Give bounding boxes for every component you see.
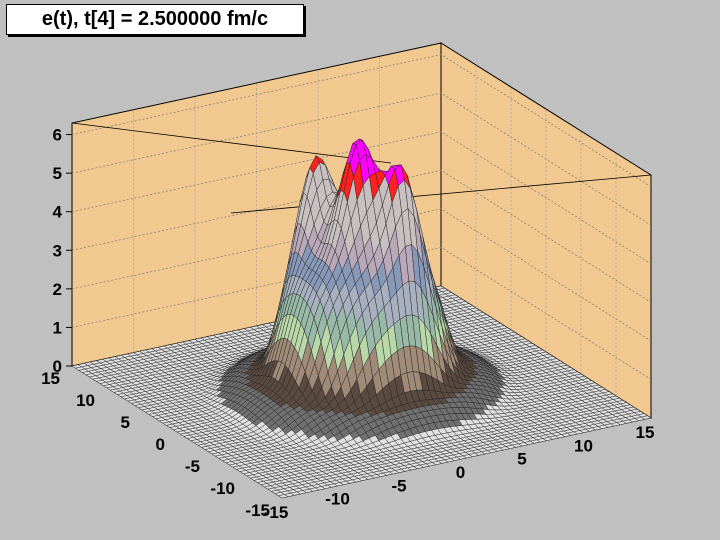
z-tick-label: 1	[53, 318, 62, 337]
x-tick-label: -5	[391, 476, 406, 495]
z-tick-label: 3	[53, 241, 62, 260]
z-tick-label: 0	[53, 357, 62, 376]
x-tick-label: 15	[636, 423, 655, 442]
y-tick-label: 15	[41, 369, 60, 388]
x-tick-label: 5	[517, 450, 526, 469]
z-gridline	[71, 169, 652, 303]
y-tick-label: 10	[76, 391, 95, 410]
corner-line	[71, 122, 392, 164]
z-gridline	[71, 131, 652, 264]
y-tick-label: -15	[245, 501, 270, 520]
x-tick-label: -10	[325, 490, 350, 509]
z-tick-label: 5	[53, 164, 62, 183]
surface-cell	[640, 415, 652, 420]
z-tick-label: 6	[53, 126, 62, 145]
z-tick-label: 2	[53, 280, 62, 299]
y-tick-label: -5	[185, 457, 200, 476]
z-gridline	[71, 54, 652, 187]
y-tick-label: 0	[156, 435, 165, 454]
z-tick-label: 4	[53, 203, 63, 222]
y-tick-label: -10	[210, 479, 235, 498]
x-tick-label: 0	[456, 463, 465, 482]
y-tick-label: 5	[121, 413, 130, 432]
x-tick-label: -15	[264, 503, 289, 522]
z-gridline	[71, 247, 652, 380]
x-tick-label: 10	[574, 436, 593, 455]
chart-title: e(t), t[4] = 2.500000 fm/c	[6, 4, 304, 35]
surface-mesh	[71, 138, 652, 499]
